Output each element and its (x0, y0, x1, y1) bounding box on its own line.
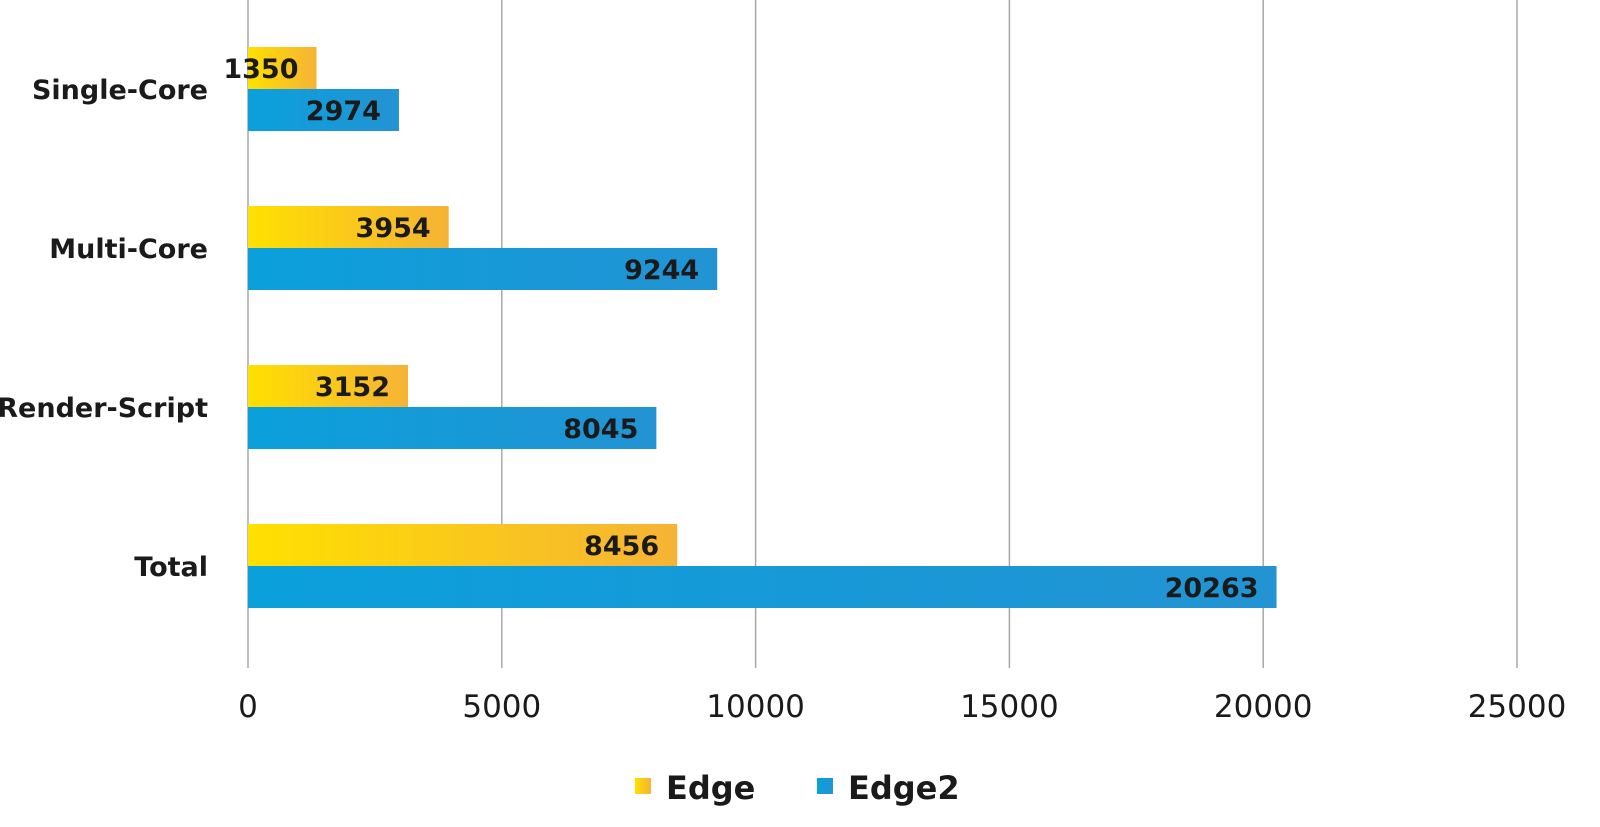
x-tick-label-5000: 5000 (462, 689, 541, 725)
bar-edge2-single-core (248, 89, 399, 131)
value-axis: 0 5000 10000 15000 20000 25000 (238, 689, 1566, 725)
category-label-total: Total (134, 552, 208, 583)
legend-item-edge: Edge (635, 769, 755, 807)
bar-edge2-total (248, 566, 1277, 608)
category-axis: Single-Core Multi-Core Render-Script Total (0, 75, 208, 583)
data-label-edge-render-script: 3152 (315, 372, 390, 403)
bar-edge2-multi-core (248, 248, 718, 290)
x-tick-label-20000: 20000 (1214, 689, 1313, 725)
legend: Edge Edge2 (635, 769, 960, 807)
bar-edge-render-script (248, 365, 408, 407)
data-label-edge-single-core: 1350 (223, 54, 298, 85)
category-label-render-script: Render-Script (0, 393, 208, 424)
category-label-multi-core: Multi-Core (49, 234, 208, 265)
x-tick-label-0: 0 (238, 689, 258, 725)
category-label-single-core: Single-Core (32, 75, 208, 106)
data-label-edge-total: 8456 (584, 531, 659, 562)
data-label-edge2-single-core: 2974 (306, 96, 381, 127)
legend-item-edge2: Edge2 (817, 769, 960, 807)
data-label-edge2-multi-core: 9244 (624, 255, 699, 286)
bars (248, 47, 1277, 608)
data-label-edge2-render-script: 8045 (563, 414, 638, 445)
data-labels: 1350 2974 3954 9244 3152 8045 8456 20263 (223, 54, 1258, 604)
legend-label-edge: Edge (666, 769, 755, 807)
legend-swatch-edge2 (817, 778, 833, 794)
bar-edge-total (248, 524, 678, 566)
x-tick-label-15000: 15000 (960, 689, 1059, 725)
bar-edge-multi-core (248, 206, 449, 248)
data-label-edge-multi-core: 3954 (356, 213, 431, 244)
legend-swatch-edge (635, 778, 651, 794)
x-tick-label-10000: 10000 (706, 689, 805, 725)
bar-edge2-render-script (248, 407, 657, 449)
bar-edge-single-core (248, 47, 317, 89)
data-label-edge2-total: 20263 (1165, 573, 1259, 604)
legend-label-edge2: Edge2 (848, 769, 960, 807)
x-tick-label-25000: 25000 (1468, 689, 1567, 725)
